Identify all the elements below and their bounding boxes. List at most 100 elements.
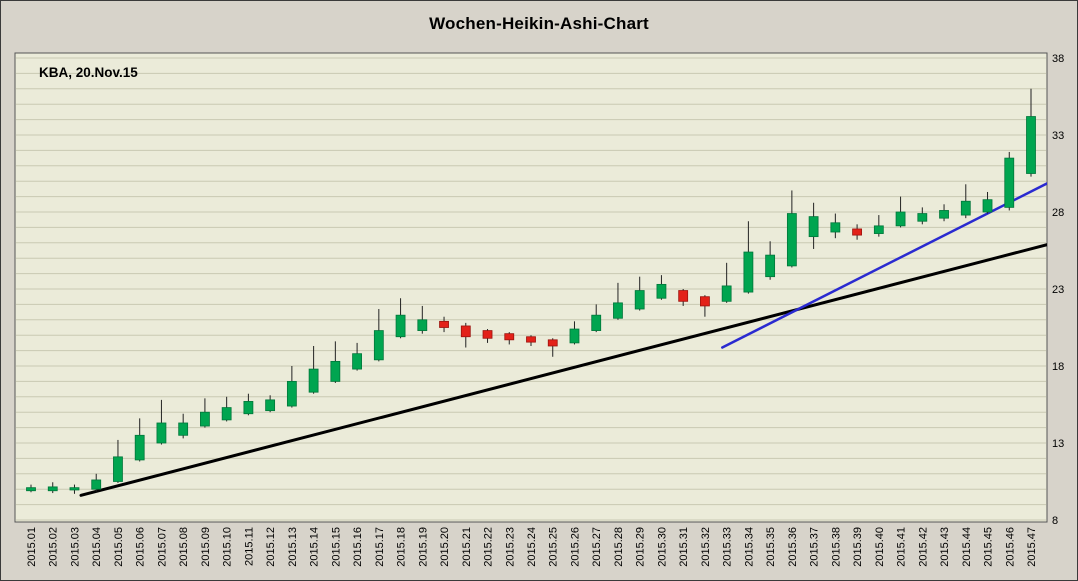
x-axis-label: 2015.20 (439, 527, 451, 567)
candle-2015.42 (917, 213, 928, 222)
x-axis-label: 2015.30 (656, 527, 668, 567)
y-axis-label: 33 (1052, 130, 1064, 142)
x-axis-label: 2015.29 (635, 527, 647, 567)
candle-2015.39 (852, 228, 862, 236)
candle-2015.18 (395, 314, 406, 338)
candle-2015.24 (526, 336, 536, 343)
candle-2015.14 (308, 368, 319, 393)
x-axis-label: 2015.15 (330, 527, 342, 567)
candle-2015.36 (786, 213, 797, 267)
x-axis-label: 2015.38 (830, 527, 842, 567)
x-axis-label: 2015.25 (548, 527, 560, 567)
candle-2015.11 (243, 401, 254, 415)
candle-2015.34 (743, 251, 754, 293)
x-axis-label: 2015.42 (917, 527, 929, 567)
x-axis-label: 2015.06 (135, 527, 147, 567)
candle-2015.09 (200, 411, 210, 427)
x-axis-label: 2015.39 (852, 527, 864, 567)
candle-2015.16 (352, 353, 362, 370)
candle-2015.44 (960, 200, 971, 216)
x-axis-label: 2015.14 (309, 527, 321, 567)
candle-2015.13 (286, 380, 297, 407)
candle-2015.31 (678, 290, 689, 302)
x-axis-label: 2015.02 (48, 527, 60, 567)
candle-2015.07 (156, 422, 167, 444)
candle-2015.08 (178, 422, 189, 436)
x-axis-labels: 2015.01 2015.02 2015.03 2015.04 2015.05 2015.… (26, 527, 1038, 567)
x-axis-label: 2015.03 (69, 527, 81, 567)
x-axis-label: 2015.12 (265, 527, 277, 567)
candle-2015.45 (982, 199, 993, 213)
candle-2015.22 (482, 330, 493, 339)
series-annotation: KBA, 20.Nov.15 (39, 65, 138, 80)
x-axis-label: 2015.43 (939, 527, 951, 567)
x-axis-label: 2015.24 (526, 527, 538, 567)
candle-2015.37 (808, 216, 819, 238)
candle-2015.19 (417, 319, 428, 331)
x-axis-label: 2015.04 (91, 527, 103, 567)
black-support-line (79, 243, 1047, 497)
candle-2015.38 (830, 222, 841, 233)
x-axis-label: 2015.45 (983, 527, 995, 567)
candle-2015.06 (134, 434, 145, 461)
x-axis-label: 2015.10 (222, 527, 234, 567)
x-axis-label: 2015.31 (678, 527, 690, 567)
x-axis-label: 2015.19 (417, 527, 429, 567)
x-axis-label: 2015.11 (243, 527, 255, 566)
candles (26, 88, 1036, 494)
y-axis-label: 8 (1052, 515, 1058, 527)
candle-2015.33 (721, 285, 732, 302)
candle-2015.35 (765, 254, 776, 278)
x-axis-label: 2015.21 (461, 527, 473, 567)
candle-2015.01 (26, 487, 36, 492)
candle-2015.10 (221, 407, 232, 421)
x-axis-label: 2015.22 (483, 527, 495, 567)
candle-2015.40 (873, 225, 884, 234)
x-axis-label: 2015.44 (961, 527, 973, 567)
y-axis-label: 23 (1052, 284, 1064, 296)
x-axis-label: 2015.16 (352, 527, 364, 567)
x-axis-label: 2015.05 (113, 527, 125, 567)
y-axis-labels: 8 13 18 23 28 33 38 (1052, 53, 1064, 527)
candle-2015.20 (439, 320, 449, 328)
x-axis-label: 2015.27 (591, 527, 603, 567)
candle-2015.21 (460, 325, 471, 338)
candle-2015.32 (700, 296, 710, 307)
candle-2015.03 (69, 487, 80, 491)
candle-2015.47 (1026, 116, 1036, 174)
x-axis-label: 2015.37 (809, 527, 821, 567)
candle-2015.15 (330, 360, 341, 382)
trendlines (79, 182, 1047, 497)
x-axis-label: 2015.35 (765, 527, 777, 567)
x-axis-label: 2015.18 (396, 527, 408, 567)
x-axis-label: 2015.07 (156, 527, 168, 567)
x-axis-label: 2015.33 (722, 527, 734, 567)
candle-2015.27 (591, 314, 602, 331)
chart-title: Wochen-Heikin-Ashi-Chart (429, 14, 649, 33)
x-axis-label: 2015.17 (374, 527, 386, 567)
candle-2015.02 (47, 486, 58, 492)
x-axis-label: 2015.09 (200, 527, 212, 567)
x-axis-label: 2015.41 (896, 527, 908, 567)
y-axis-label: 28 (1052, 207, 1064, 219)
x-axis-label: 2015.08 (178, 527, 190, 567)
candle-2015.30 (656, 283, 667, 299)
candle-2015.46 (1004, 157, 1015, 208)
x-axis-label: 2015.36 (787, 527, 799, 567)
x-axis-label: 2015.47 (1026, 527, 1038, 567)
candle-2015.29 (634, 290, 645, 310)
x-axis-label: 2015.01 (26, 527, 38, 567)
candle-2015.43 (939, 210, 949, 219)
x-axis-label: 2015.32 (700, 527, 712, 567)
x-axis-label: 2015.23 (504, 527, 516, 567)
x-axis-label: 2015.34 (743, 527, 755, 567)
plot-panel (14, 52, 1048, 523)
candle-2015.05 (113, 456, 123, 482)
candle-2015.04 (91, 479, 102, 490)
x-axis-label: 2015.46 (1004, 527, 1016, 567)
candle-2015.23 (504, 333, 515, 341)
x-axis-label: 2015.13 (287, 527, 299, 567)
candle-2015.26 (569, 328, 580, 344)
